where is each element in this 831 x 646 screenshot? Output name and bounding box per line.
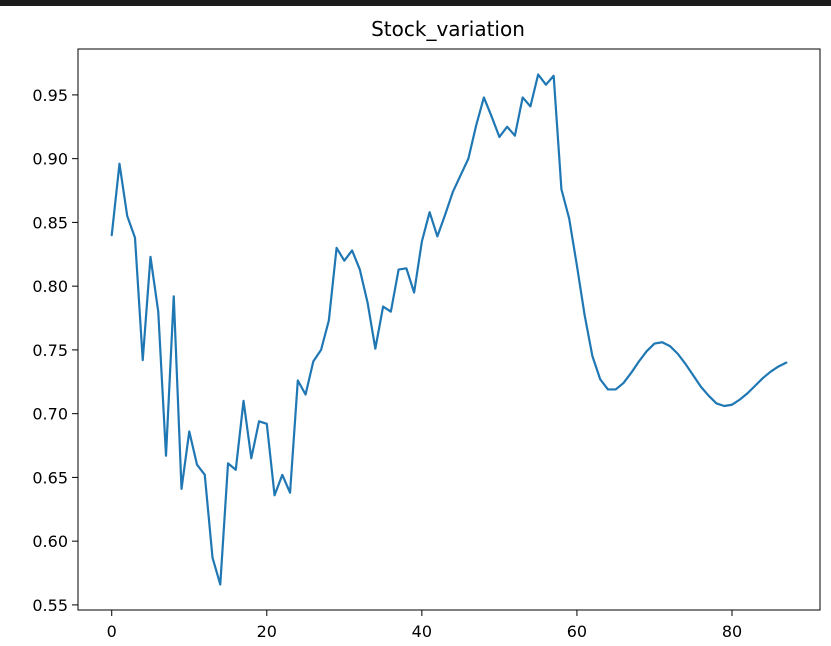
y-tick-label: 0.90 xyxy=(32,150,68,169)
x-tick-label: 60 xyxy=(567,622,587,641)
x-tick-label: 40 xyxy=(412,622,432,641)
y-tick-label: 0.75 xyxy=(32,341,68,360)
x-tick-label: 20 xyxy=(257,622,277,641)
y-tick-label: 0.60 xyxy=(32,532,68,551)
y-axis: 0.55 0.60 0.65 0.70 0.75 0.80 0.85 0.90 0.95 xyxy=(32,86,78,615)
chart-title: Stock_variation xyxy=(371,17,525,41)
x-tick-label: 80 xyxy=(722,622,742,641)
y-tick-label: 0.70 xyxy=(32,405,68,424)
y-tick-label: 0.95 xyxy=(32,86,68,105)
y-tick-label: 0.55 xyxy=(32,596,68,615)
y-tick-label: 0.80 xyxy=(32,277,68,296)
y-tick-label: 0.85 xyxy=(32,213,68,232)
y-tick-label: 0.65 xyxy=(32,468,68,487)
window-top-bar xyxy=(0,0,831,6)
x-axis: 0 20 40 60 80 xyxy=(107,610,742,641)
plot-area xyxy=(77,48,821,611)
x-tick-label: 0 xyxy=(107,622,117,641)
series-line xyxy=(110,73,788,586)
